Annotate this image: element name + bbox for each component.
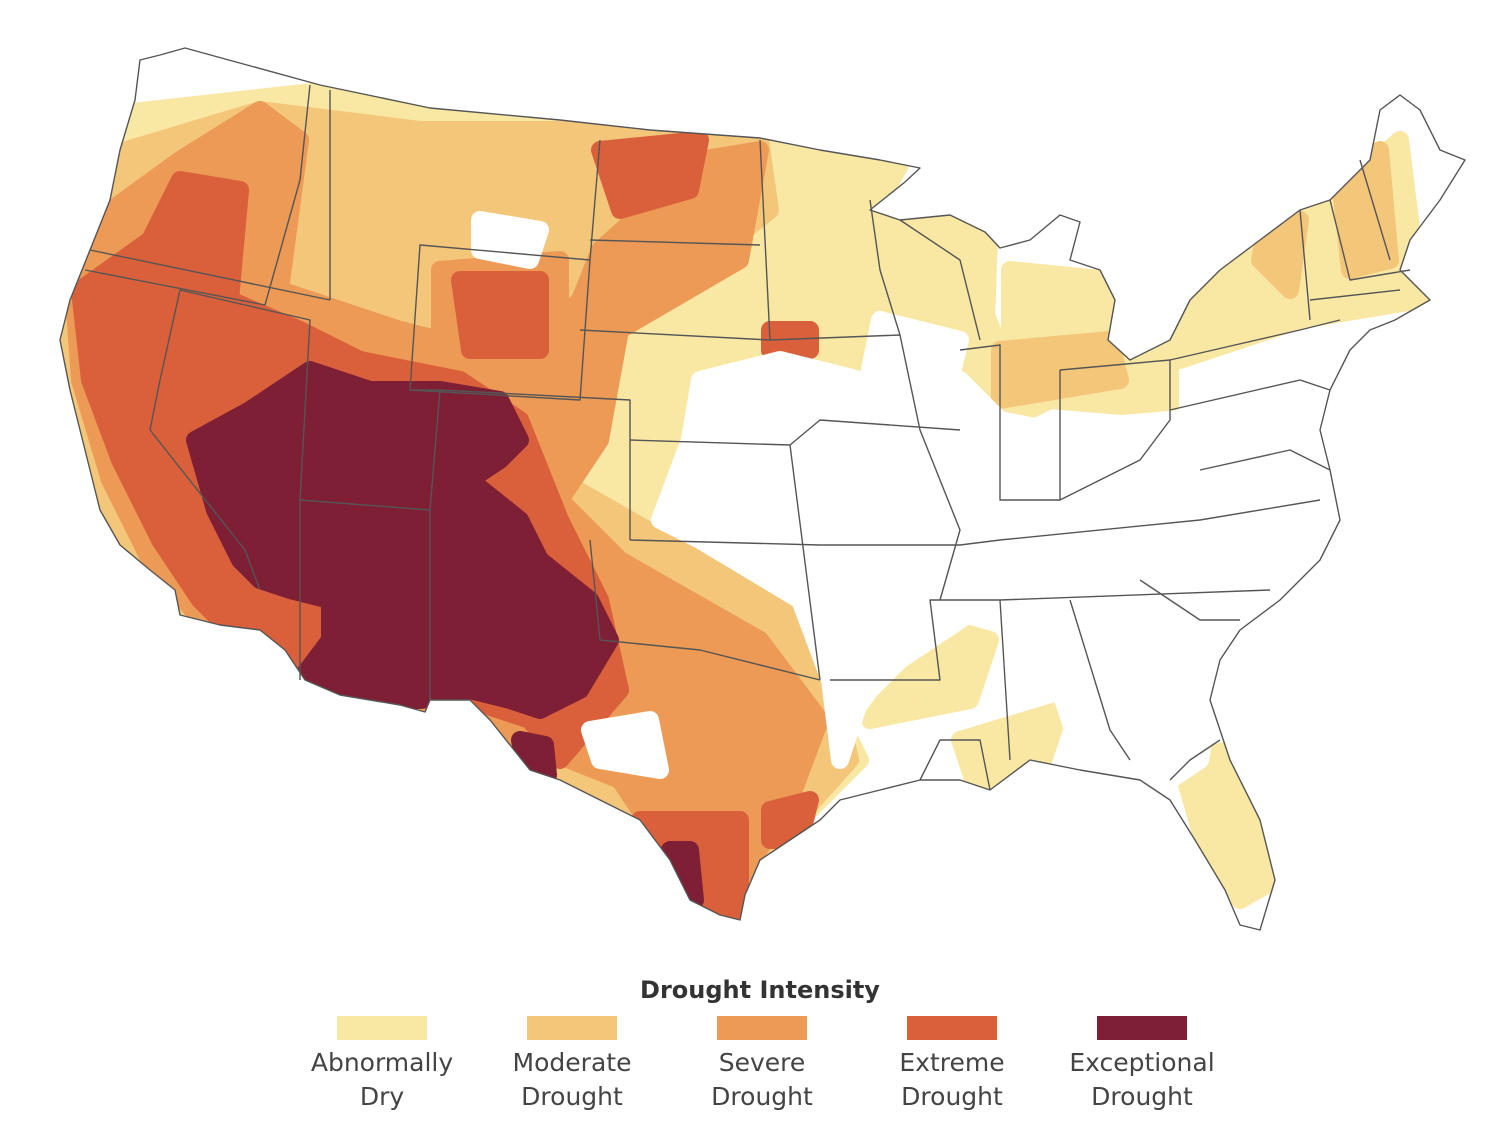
legend-label-line2: Dry xyxy=(359,1082,405,1111)
legend-label-line1: Exceptional xyxy=(1069,1048,1215,1077)
legend-label-abnormally-dry: Abnormally Dry xyxy=(287,1046,477,1114)
drought-map xyxy=(59,47,1466,931)
legend-label-exceptional-drought: Exceptional Drought xyxy=(1047,1046,1237,1114)
legend-label-line1: Severe xyxy=(718,1048,806,1077)
legend-item-moderate-drought: Moderate Drought xyxy=(477,1016,667,1114)
legend-item-severe-drought: Severe Drought xyxy=(667,1016,857,1114)
layer-exceptional-drought xyxy=(186,361,704,909)
legend: Drought Intensity Abnormally Dry Moderat… xyxy=(0,968,1508,1118)
drought-map-svg xyxy=(59,47,1466,931)
legend-swatch-severe-drought xyxy=(717,1016,807,1040)
legend-item-exceptional-drought: Exceptional Drought xyxy=(1047,1016,1237,1114)
legend-label-severe-drought: Severe Drought xyxy=(667,1046,857,1114)
legend-item-extreme-drought: Extreme Drought xyxy=(857,1016,1047,1114)
legend-label-line2: Drought xyxy=(901,1082,1003,1111)
legend-swatch-extreme-drought xyxy=(907,1016,997,1040)
legend-swatch-abnormally-dry xyxy=(337,1016,427,1040)
non-drought-areas xyxy=(471,211,1349,789)
legend-label-line2: Drought xyxy=(711,1082,813,1111)
legend-label-line1: Extreme xyxy=(899,1048,1005,1077)
legend-swatch-moderate-drought xyxy=(527,1016,617,1040)
legend-label-line2: Drought xyxy=(1091,1082,1193,1111)
state-borders xyxy=(59,47,1466,931)
legend-title: Drought Intensity xyxy=(640,976,880,1004)
legend-label-moderate-drought: Moderate Drought xyxy=(477,1046,667,1114)
legend-label-line2: Drought xyxy=(521,1082,623,1111)
legend-label-line1: Abnormally xyxy=(310,1048,454,1077)
legend-label-line1: Moderate xyxy=(512,1048,632,1077)
legend-item-abnormally-dry: Abnormally Dry xyxy=(287,1016,477,1114)
legend-label-extreme-drought: Extreme Drought xyxy=(857,1046,1047,1114)
legend-swatch-exceptional-drought xyxy=(1097,1016,1187,1040)
